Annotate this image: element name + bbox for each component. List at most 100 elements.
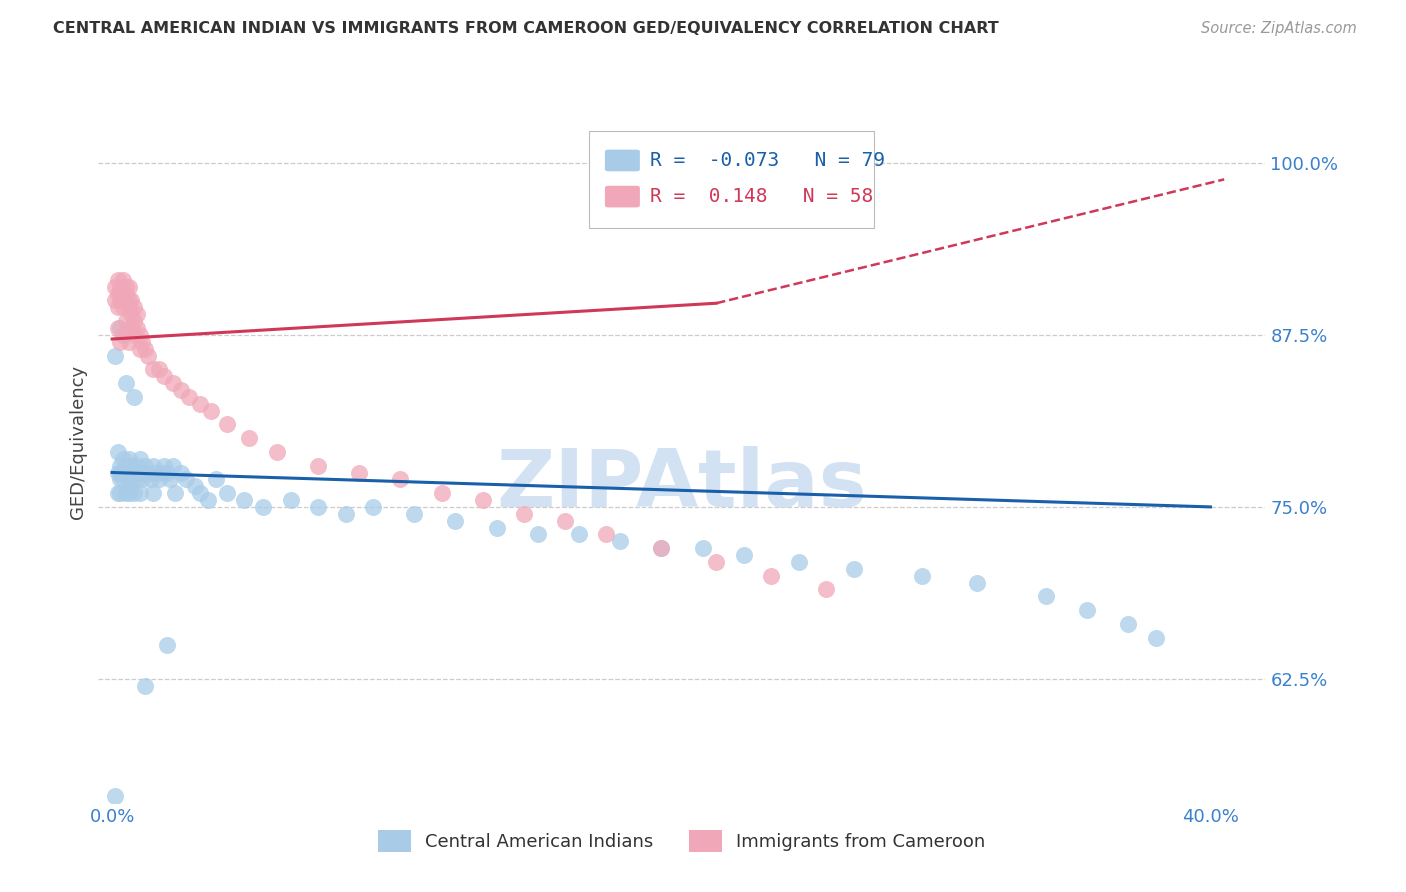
Text: R =  -0.073   N = 79: R = -0.073 N = 79: [651, 151, 886, 170]
Point: [485, 520, 508, 534]
Point: [122, 301, 145, 315]
Point: [115, 293, 138, 308]
Point: [125, 458, 148, 473]
Point: [112, 301, 135, 315]
Point: [112, 451, 135, 466]
Point: [110, 286, 132, 301]
Point: [142, 486, 165, 500]
Point: [134, 679, 156, 693]
Point: [733, 548, 755, 562]
Point: [107, 321, 129, 335]
Point: [1144, 631, 1167, 645]
Point: [280, 493, 302, 508]
Point: [595, 527, 617, 541]
Text: ZIPAtlas: ZIPAtlas: [496, 446, 868, 524]
Point: [609, 534, 631, 549]
Point: [136, 349, 159, 363]
Point: [117, 301, 139, 315]
Point: [104, 349, 127, 363]
Point: [911, 568, 934, 582]
Point: [142, 458, 165, 473]
Legend: Central American Indians, Immigrants from Cameroon: Central American Indians, Immigrants fro…: [371, 822, 993, 859]
Text: R =  0.148   N = 58: R = 0.148 N = 58: [651, 187, 873, 206]
Point: [162, 376, 184, 390]
Point: [110, 466, 132, 480]
Point: [252, 500, 274, 514]
Point: [110, 321, 132, 335]
Point: [112, 472, 135, 486]
Point: [115, 458, 138, 473]
Point: [165, 486, 187, 500]
Point: [112, 466, 135, 480]
Point: [115, 486, 138, 500]
FancyBboxPatch shape: [605, 186, 640, 208]
Point: [115, 376, 138, 390]
Point: [153, 458, 176, 473]
Point: [104, 789, 127, 803]
Point: [115, 466, 138, 480]
Point: [122, 390, 145, 404]
Point: [110, 293, 132, 308]
Point: [134, 466, 156, 480]
Point: [110, 458, 132, 473]
Point: [513, 507, 536, 521]
Point: [110, 334, 132, 349]
Point: [122, 486, 145, 500]
Point: [125, 472, 148, 486]
Point: [526, 527, 548, 541]
Point: [117, 334, 139, 349]
Point: [142, 362, 165, 376]
Point: [174, 472, 197, 486]
Point: [131, 472, 153, 486]
Point: [117, 279, 139, 293]
Point: [115, 314, 138, 328]
Point: [117, 486, 139, 500]
Point: [110, 472, 132, 486]
Point: [122, 466, 145, 480]
Point: [389, 472, 412, 486]
Point: [110, 279, 132, 293]
Point: [134, 458, 156, 473]
FancyBboxPatch shape: [605, 150, 640, 171]
Point: [117, 293, 139, 308]
Point: [156, 638, 179, 652]
Point: [349, 466, 371, 480]
Point: [188, 397, 211, 411]
Point: [136, 466, 159, 480]
Point: [153, 369, 176, 384]
Point: [107, 301, 129, 315]
Point: [120, 466, 142, 480]
Point: [104, 279, 127, 293]
Point: [104, 293, 127, 308]
Point: [361, 500, 384, 514]
Point: [131, 334, 153, 349]
Point: [156, 466, 179, 480]
Point: [120, 479, 142, 493]
Point: [107, 273, 129, 287]
Point: [117, 472, 139, 486]
Point: [183, 479, 205, 493]
Point: [148, 472, 170, 486]
Point: [125, 307, 148, 321]
Point: [238, 431, 260, 445]
Text: CENTRAL AMERICAN INDIAN VS IMMIGRANTS FROM CAMEROON GED/EQUIVALENCY CORRELATION : CENTRAL AMERICAN INDIAN VS IMMIGRANTS FR…: [53, 21, 1000, 36]
Point: [112, 273, 135, 287]
Point: [115, 286, 138, 301]
Point: [842, 562, 865, 576]
Point: [107, 445, 129, 459]
Point: [107, 286, 129, 301]
Point: [650, 541, 672, 556]
Point: [170, 383, 193, 397]
Point: [233, 493, 256, 508]
Point: [128, 327, 150, 342]
Point: [112, 327, 135, 342]
Point: [148, 362, 170, 376]
Point: [404, 507, 426, 521]
Point: [107, 486, 129, 500]
Point: [335, 507, 357, 521]
Point: [170, 466, 193, 480]
Point: [307, 500, 329, 514]
Point: [815, 582, 838, 597]
Point: [120, 321, 142, 335]
Point: [117, 451, 139, 466]
